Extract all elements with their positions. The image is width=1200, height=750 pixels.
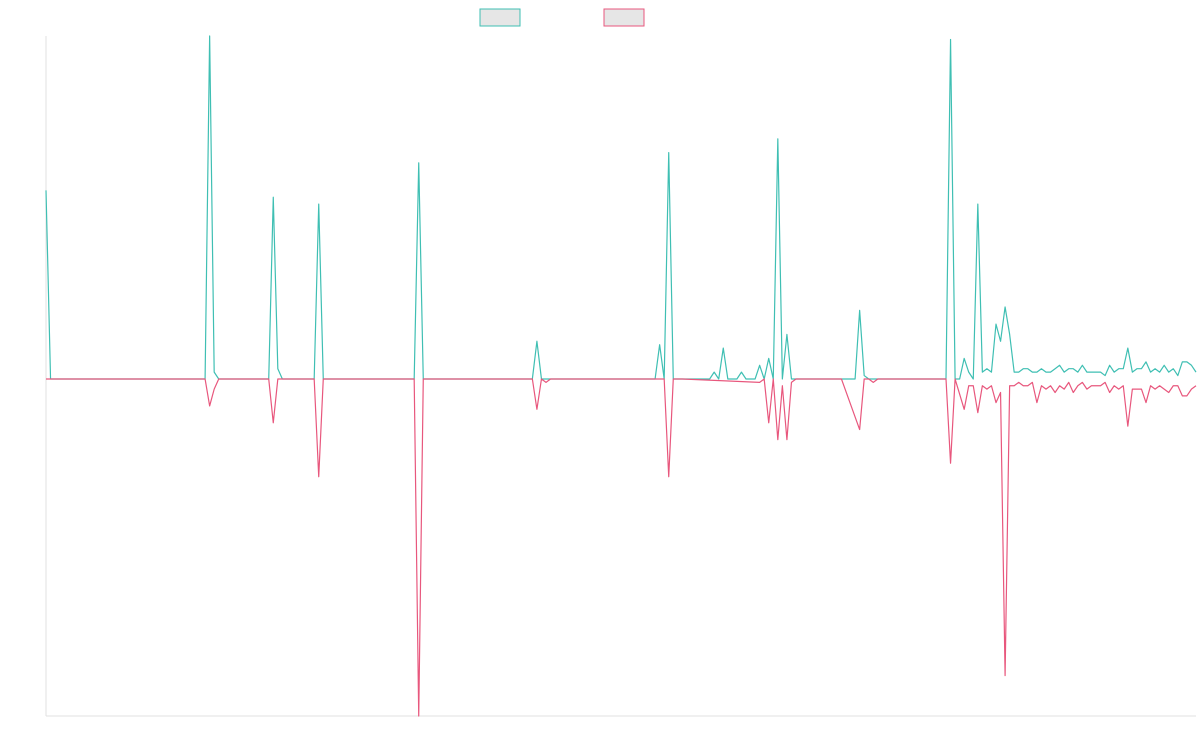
series-line-2 xyxy=(46,378,1197,717)
axes xyxy=(45,36,1196,717)
legend-swatch-1 xyxy=(479,8,521,27)
series-layer xyxy=(45,35,1197,717)
legend-swatch-2 xyxy=(603,8,645,27)
legend xyxy=(479,8,645,27)
series-line-1 xyxy=(45,35,1197,380)
